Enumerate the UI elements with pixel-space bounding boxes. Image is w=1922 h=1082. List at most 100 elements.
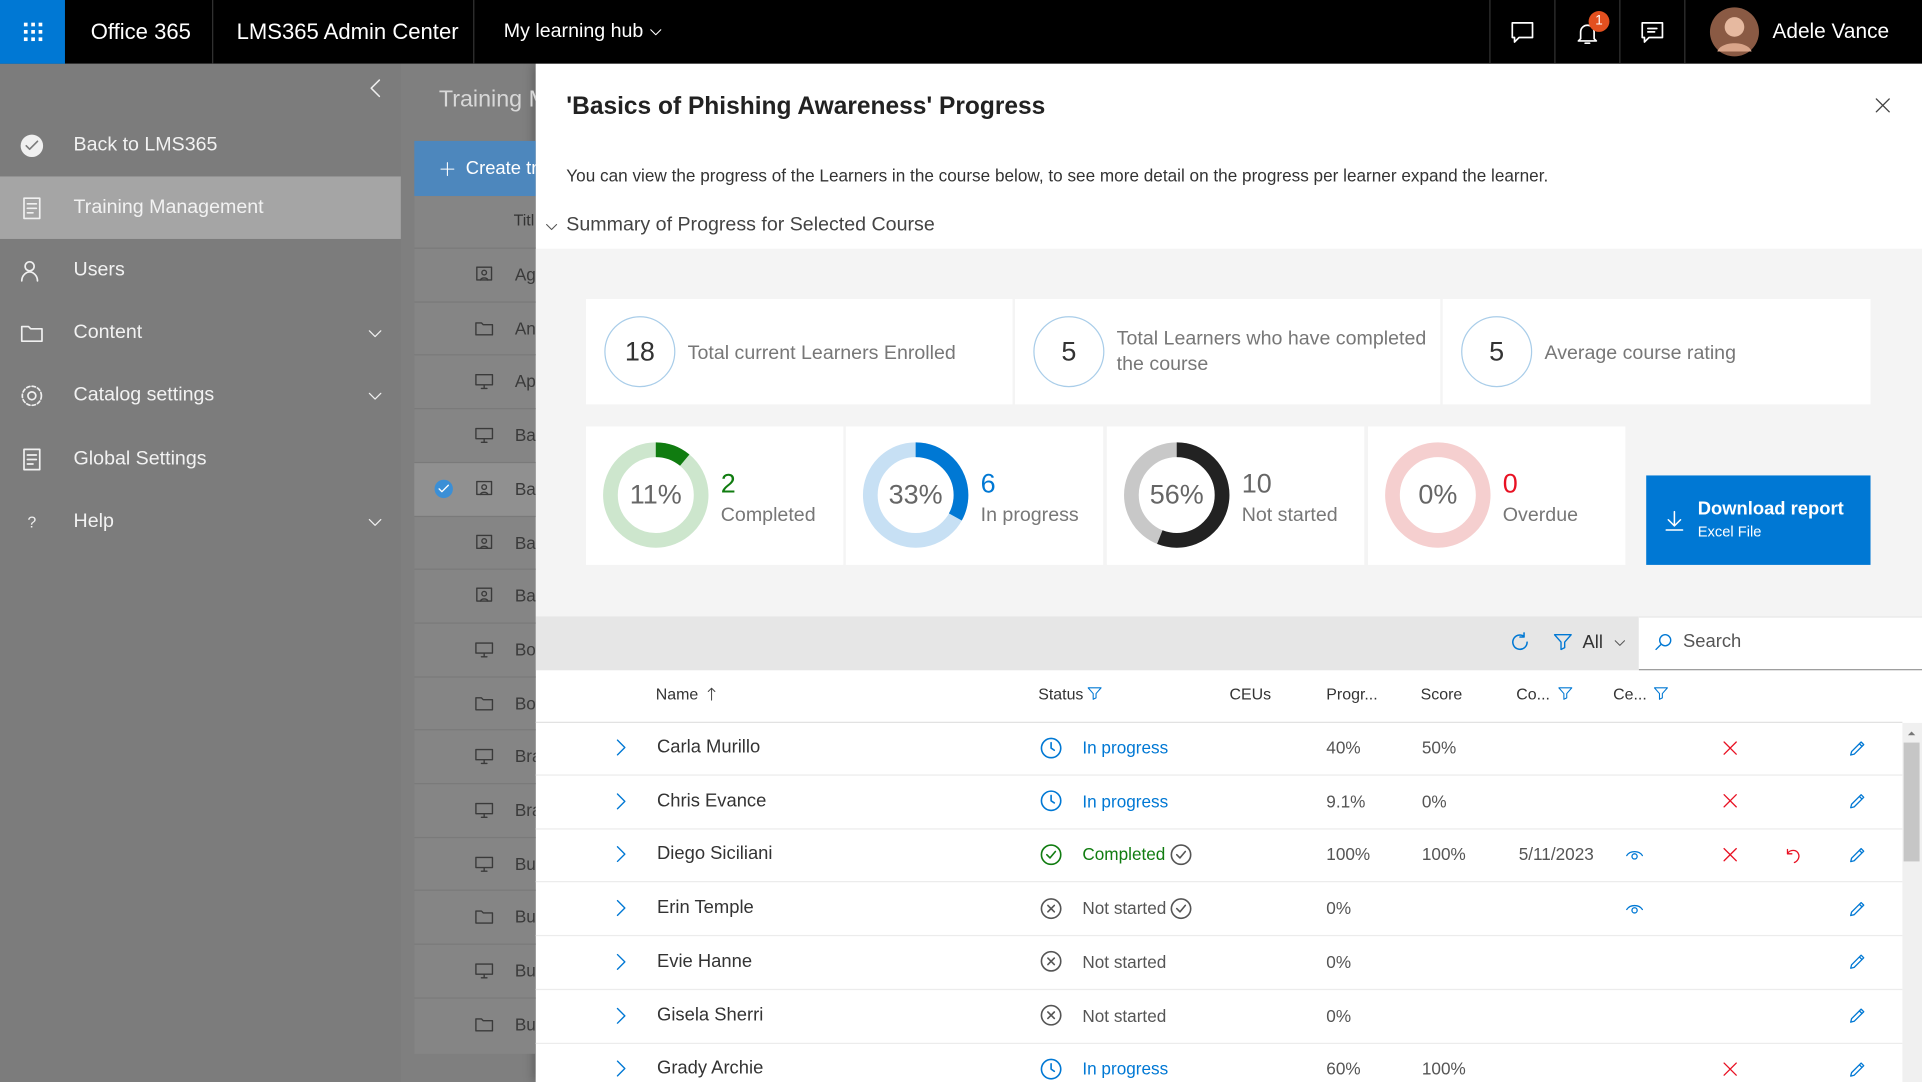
edit-button[interactable] xyxy=(1847,898,1868,919)
row-check[interactable] xyxy=(433,478,455,500)
hub-chevron[interactable] xyxy=(647,23,664,40)
x-button[interactable] xyxy=(1719,1058,1740,1079)
column-filter[interactable] xyxy=(1086,685,1103,702)
row-title[interactable]: Ag xyxy=(514,264,536,285)
refresh-button[interactable] xyxy=(1508,630,1533,655)
column-header[interactable]: Progr... xyxy=(1326,684,1378,704)
hub-menu[interactable]: My learning hub xyxy=(503,20,644,42)
scrollbar-thumb[interactable] xyxy=(1903,742,1920,862)
filter-value[interactable]: All xyxy=(1582,632,1603,654)
row-title[interactable]: Ba xyxy=(514,478,536,499)
nav-icon[interactable] xyxy=(18,383,45,410)
app-name[interactable]: Office 365 xyxy=(90,19,191,45)
row-title[interactable]: Ba xyxy=(514,425,536,445)
column-filter[interactable] xyxy=(1652,685,1669,702)
nav-item[interactable]: Catalog settings xyxy=(73,385,215,407)
expand-row[interactable] xyxy=(609,736,631,758)
kpi-value: 5 xyxy=(1061,335,1077,367)
admin-center-link[interactable]: LMS365 Admin Center xyxy=(236,19,459,45)
download-title[interactable]: Download report xyxy=(1697,498,1844,520)
row-title[interactable]: Bo xyxy=(514,693,536,713)
edit-button[interactable] xyxy=(1847,737,1868,758)
close-button[interactable] xyxy=(1872,94,1894,116)
column-header[interactable]: Status xyxy=(1038,684,1084,704)
edit-button[interactable] xyxy=(1847,1058,1868,1079)
row-title[interactable]: Bo xyxy=(514,639,536,660)
nav-chevron[interactable] xyxy=(365,512,385,532)
chat-button[interactable] xyxy=(1509,18,1536,45)
column-header[interactable]: Co... xyxy=(1516,684,1550,704)
column-filter[interactable] xyxy=(1557,685,1574,702)
sort-arrow[interactable] xyxy=(703,686,719,702)
x-button[interactable] xyxy=(1719,844,1740,865)
edit-button[interactable] xyxy=(1847,791,1868,812)
row-title[interactable]: Bu xyxy=(514,853,536,874)
nav-item[interactable]: Training Management xyxy=(73,197,264,219)
nav-chevron[interactable] xyxy=(365,324,385,344)
nav-icon[interactable] xyxy=(18,195,45,222)
column-header[interactable]: CEUs xyxy=(1229,684,1272,704)
search-icon[interactable] xyxy=(1652,631,1674,653)
expand-row[interactable] xyxy=(609,951,631,973)
expand-row[interactable] xyxy=(609,844,631,866)
nav-item[interactable]: Content xyxy=(73,322,143,344)
eye-button[interactable] xyxy=(1624,844,1645,865)
plus-icon[interactable] xyxy=(439,161,456,178)
summary-heading[interactable]: Summary of Progress for Selected Course xyxy=(566,214,935,236)
nav-item[interactable]: Back to LMS365 xyxy=(73,134,218,156)
expand-row[interactable] xyxy=(609,1004,631,1026)
nav-item[interactable]: Help xyxy=(73,510,114,532)
download-icon[interactable] xyxy=(1662,509,1687,534)
nav-item[interactable]: Users xyxy=(73,260,125,281)
collapse-nav[interactable] xyxy=(364,76,389,101)
column-header[interactable]: Ce... xyxy=(1613,684,1647,704)
donut-percent: 11% xyxy=(629,479,682,510)
filter-button[interactable] xyxy=(1552,631,1574,653)
row-title[interactable]: Bu xyxy=(514,1014,536,1034)
download-button[interactable] xyxy=(1646,475,1871,565)
undo-button[interactable] xyxy=(1782,844,1803,865)
edit-button[interactable] xyxy=(1847,844,1868,865)
row-title[interactable]: Ba xyxy=(514,585,536,606)
summary-toggle[interactable] xyxy=(543,218,560,235)
kpi-value: 18 xyxy=(624,335,655,367)
download-subtitle[interactable]: Excel File xyxy=(1697,523,1762,541)
icon-shape xyxy=(31,22,35,27)
nav-icon[interactable] xyxy=(18,258,45,285)
row-title[interactable]: Bu xyxy=(514,907,536,927)
nav-icon[interactable] xyxy=(18,132,45,159)
column-header[interactable]: Score xyxy=(1420,684,1463,704)
icon-shape xyxy=(1849,901,1864,916)
waffle-icon[interactable] xyxy=(22,21,44,43)
row-title[interactable]: Ap xyxy=(514,371,536,392)
avatar[interactable] xyxy=(1709,7,1759,57)
expand-row[interactable] xyxy=(609,1058,631,1080)
search-placeholder[interactable]: Search xyxy=(1682,631,1742,652)
nav-icon[interactable]: ? xyxy=(18,508,45,535)
row-title[interactable]: Bra xyxy=(514,800,536,820)
x-button[interactable] xyxy=(1719,791,1740,812)
nav-item[interactable]: Global Settings xyxy=(73,447,207,469)
edit-button[interactable] xyxy=(1847,1005,1868,1026)
nav-icon[interactable] xyxy=(18,320,45,347)
row-title[interactable]: Bu xyxy=(514,960,536,981)
nav-chevron[interactable] xyxy=(365,386,385,406)
filter-chevron[interactable] xyxy=(1611,634,1627,650)
row-title[interactable]: Bra xyxy=(514,746,536,767)
search-box[interactable] xyxy=(1638,616,1922,671)
feedback-button[interactable] xyxy=(1639,18,1666,45)
expand-row[interactable] xyxy=(609,897,631,919)
edit-button[interactable] xyxy=(1847,951,1868,972)
row-title[interactable]: Ba xyxy=(514,532,536,553)
column-header[interactable]: Name xyxy=(655,684,699,704)
create-button[interactable] xyxy=(414,140,536,197)
row-title[interactable]: An xyxy=(514,318,536,338)
scroll-up[interactable] xyxy=(1905,727,1916,738)
nav-icon[interactable] xyxy=(18,445,45,472)
expand-row[interactable] xyxy=(609,790,631,812)
nav-selected[interactable] xyxy=(0,176,401,240)
x-button[interactable] xyxy=(1719,737,1740,758)
eye-button[interactable] xyxy=(1624,898,1645,919)
user-name[interactable]: Adele Vance xyxy=(1772,19,1890,43)
